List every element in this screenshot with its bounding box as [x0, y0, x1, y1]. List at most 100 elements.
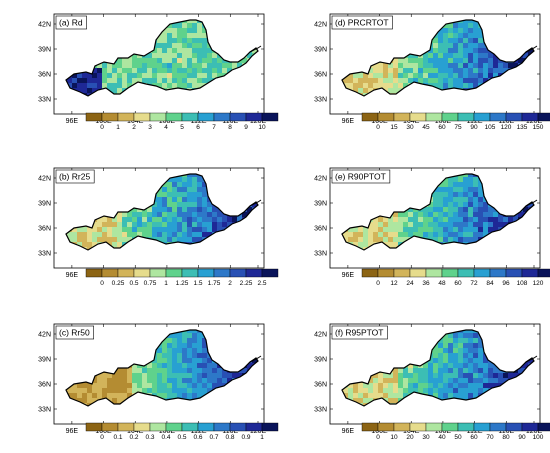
- field-cell: [207, 207, 213, 213]
- field-cell: [398, 237, 404, 243]
- field-cell: [87, 393, 93, 399]
- colorbar-segment: [489, 268, 507, 278]
- field-cell: [97, 73, 103, 79]
- field-cell: [443, 217, 449, 223]
- colorbar-segment: [245, 112, 263, 122]
- field-cell: [217, 383, 223, 389]
- field-cell: [147, 63, 153, 69]
- field-cell: [448, 343, 454, 349]
- field-cell: [117, 237, 123, 243]
- field-cell: [468, 333, 474, 339]
- field-cell: [443, 78, 449, 84]
- field-cell: [423, 212, 429, 218]
- field-cell: [207, 368, 213, 374]
- field-cell: [112, 88, 118, 94]
- field-cell: [463, 227, 469, 233]
- field-cell: [177, 177, 183, 183]
- field-cell: [197, 363, 203, 369]
- field-cell: [413, 232, 419, 238]
- field-cell: [463, 23, 469, 29]
- field-cell: [142, 232, 148, 238]
- field-cell: [207, 78, 213, 84]
- field-cell: [403, 83, 409, 89]
- field-cell: [102, 393, 108, 399]
- field-cell: [468, 38, 474, 44]
- lat-tick-label: 33N: [314, 97, 327, 104]
- field-cell: [363, 232, 369, 238]
- field-cell: [207, 363, 213, 369]
- field-cell: [172, 48, 178, 54]
- field-cell: [378, 73, 384, 79]
- field-cell: [473, 23, 479, 29]
- field-cell: [473, 217, 479, 223]
- colorbar-tick-label: 60: [454, 280, 462, 287]
- field-cell: [177, 338, 183, 344]
- field-cell: [92, 232, 98, 238]
- field-cell: [172, 202, 178, 208]
- field-cell: [493, 373, 499, 379]
- field-cell: [403, 222, 409, 228]
- field-cell: [368, 232, 374, 238]
- field-cell: [102, 378, 108, 384]
- field-cell: [92, 383, 98, 389]
- field-cell: [378, 378, 384, 384]
- field-cell: [418, 212, 424, 218]
- field-cell: [192, 212, 198, 218]
- field-cell: [172, 68, 178, 74]
- field-cell: [82, 78, 88, 84]
- field-cell: [448, 217, 454, 223]
- field-cell: [187, 177, 193, 183]
- field-cell: [167, 182, 173, 188]
- panel-label: (d) PRCRTOT: [335, 18, 389, 28]
- field-cell: [448, 58, 454, 64]
- field-cell: [197, 48, 203, 54]
- field-cell: [478, 53, 484, 59]
- field-cell: [212, 217, 218, 223]
- field-cell: [202, 38, 208, 44]
- field-cell: [242, 58, 248, 64]
- field-cell: [177, 348, 183, 354]
- field-cell: [478, 368, 484, 374]
- field-cell: [393, 83, 399, 89]
- basin-boundary: [65, 19, 259, 97]
- field-cell: [97, 227, 103, 233]
- lon-tick-label: 116E: [222, 118, 238, 125]
- field-cell: [177, 217, 183, 223]
- field-cell: [448, 73, 454, 79]
- field-cell: [192, 388, 198, 394]
- lon-tick-label: 104E: [403, 118, 420, 125]
- field-cell: [443, 202, 449, 208]
- field-cell: [463, 383, 469, 389]
- field-cell: [518, 212, 524, 218]
- field-cell: [373, 73, 379, 79]
- field-cell: [132, 363, 138, 369]
- field-cell: [207, 48, 213, 54]
- field-cell: [137, 212, 143, 218]
- field-cell: [172, 177, 178, 183]
- field-cell: [137, 58, 143, 64]
- field-cell: [433, 358, 439, 364]
- field-cell: [468, 237, 474, 243]
- field-cell: [122, 217, 128, 223]
- field-cell: [152, 378, 158, 384]
- field-cell: [378, 237, 384, 243]
- field-cell: [478, 353, 484, 359]
- field-cell: [458, 197, 464, 203]
- field-cell: [473, 343, 479, 349]
- lat-tick-label: 36N: [38, 226, 51, 233]
- colorbar-tick-label: 120: [533, 280, 544, 287]
- field-cell: [413, 227, 419, 233]
- field-cell: [227, 217, 233, 223]
- field-cell: [77, 73, 83, 79]
- field-cell: [192, 202, 198, 208]
- field-cell: [423, 222, 429, 228]
- field-cell: [92, 68, 98, 74]
- field-cell: [202, 182, 208, 188]
- field-cell: [147, 222, 153, 228]
- field-cell: [197, 207, 203, 213]
- field-cell: [443, 393, 449, 399]
- colorbar-tick-label: 90: [470, 124, 478, 131]
- field-cell: [137, 222, 143, 228]
- field-cell: [187, 58, 193, 64]
- field-cell: [348, 388, 354, 394]
